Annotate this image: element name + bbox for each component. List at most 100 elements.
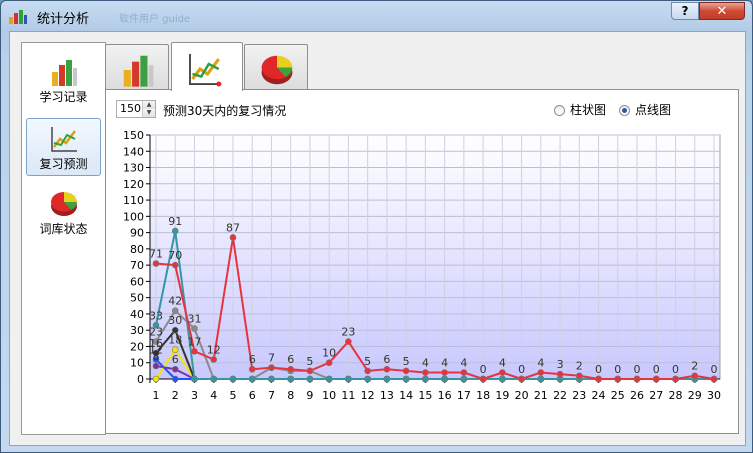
title-bar[interactable]: 统计分析 软件用户 guide ? ✕ [1,1,752,31]
data-label-teal: 33 [149,309,163,322]
stepper-down-icon[interactable]: ▼ [143,109,155,117]
data-label-red: 4 [441,356,448,369]
data-point-teal [325,375,333,383]
data-point-teal [537,375,545,383]
data-point-red [460,369,468,376]
data-point-teal [383,375,391,383]
data-point-red [576,372,583,380]
data-point-red [248,365,256,373]
data-label-red: 0 [711,363,718,376]
data-point-teal [422,375,429,383]
data-label-dark: 16 [149,337,163,350]
data-point-red [499,369,506,376]
days-stepper[interactable]: ▲ ▼ [116,100,156,118]
data-label-red: 0 [672,363,679,376]
y-tick-label: 100 [123,210,144,223]
radio-on-icon[interactable] [619,105,630,116]
data-point-gray [171,307,179,314]
data-point-teal [306,375,314,383]
sidebar-item-review-forecast[interactable]: 复习预测 [26,118,101,176]
data-point-red [191,348,198,355]
sidebar-item-library-status[interactable]: 词库状态 [26,184,101,242]
data-point-teal [191,375,198,383]
x-tick-label: 4 [210,389,217,402]
data-label-red: 2 [691,360,698,373]
data-label-gray: 23 [149,326,163,339]
radio-off-icon[interactable] [554,105,565,116]
x-tick-label: 26 [630,389,644,402]
data-label-red: 0 [480,363,487,376]
data-point-teal [210,375,218,383]
data-point-teal [287,375,294,383]
data-point-red [710,375,718,383]
x-tick-label: 16 [438,389,452,402]
tab-pie-chart[interactable] [244,44,308,90]
x-tick-label: 3 [191,389,198,402]
data-point-teal [229,375,237,383]
data-point-red [152,260,160,267]
data-point-dark [152,349,160,357]
data-point-red [325,359,333,367]
chart-panel: ▲ ▼ 预测30天内的复习情况 柱状图 点线图 0102030405060708… [105,89,739,434]
sidebar-item-label: 复习预测 [39,157,88,171]
data-point-red [422,369,429,376]
y-tick-label: 150 [123,129,144,142]
days-input[interactable] [117,101,146,117]
data-point-red [556,370,564,378]
data-point-yellow [152,375,160,383]
x-tick-label: 15 [418,389,432,402]
y-tick-label: 0 [137,373,144,386]
x-tick-label: 25 [611,389,625,402]
y-tick-label: 40 [130,308,144,321]
data-label-red: 71 [149,248,163,261]
sidebar-item-study-record[interactable]: 学习记录 [26,52,101,110]
data-label-red: 5 [403,355,410,368]
x-tick-label: 5 [229,389,236,402]
chart-tabs: ▲ ▼ 预测30天内的复习情况 柱状图 点线图 0102030405060708… [105,42,739,438]
x-tick-label: 2 [172,389,179,402]
data-point-red [306,367,314,375]
y-tick-label: 120 [123,178,144,191]
data-point-red [691,372,699,380]
radio-bar-chart[interactable]: 柱状图 [554,101,606,118]
y-tick-label: 30 [130,324,144,337]
x-tick-label: 27 [649,389,663,402]
y-tick-label: 10 [130,357,144,370]
tab-bar-chart[interactable] [105,44,169,90]
data-point-dark [171,326,179,334]
data-label-red: 0 [595,363,602,376]
y-tick-label: 90 [130,227,144,240]
help-button[interactable]: ? [671,2,699,20]
data-point-red [441,369,448,376]
data-label-gray: 31 [187,313,201,326]
data-point-gray [152,338,160,345]
line-chart-icon [189,54,222,87]
data-label-red: 2 [576,360,583,373]
x-tick-label: 10 [322,389,336,402]
x-tick-label: 12 [361,389,375,402]
data-label-purple: 6 [172,353,179,366]
radio-label: 点线图 [635,103,672,117]
close-button[interactable]: ✕ [699,2,745,20]
window-title: 统计分析 [37,12,90,27]
data-label-gray: 42 [168,295,182,308]
data-label-red: 70 [168,249,182,262]
x-tick-label: 7 [268,389,275,402]
data-point-red [652,375,660,383]
x-tick-label: 21 [534,389,548,402]
data-point-blue [152,356,160,363]
data-point-red [364,367,371,375]
pie-chart-icon [50,192,77,216]
data-point-teal [402,375,410,383]
stepper-up-icon[interactable]: ▲ [143,101,155,109]
data-label-dark: 30 [168,314,182,327]
bar-chart-icon [9,10,27,24]
data-label-red: 0 [634,363,641,376]
window-title-ghost: 软件用户 guide [119,14,191,25]
data-point-red [268,364,275,371]
data-label-red: 4 [499,356,506,369]
radio-line-chart[interactable]: 点线图 [619,101,671,118]
tab-line-chart[interactable] [171,42,243,91]
data-point-teal [441,375,448,383]
data-label-red: 0 [653,363,660,376]
